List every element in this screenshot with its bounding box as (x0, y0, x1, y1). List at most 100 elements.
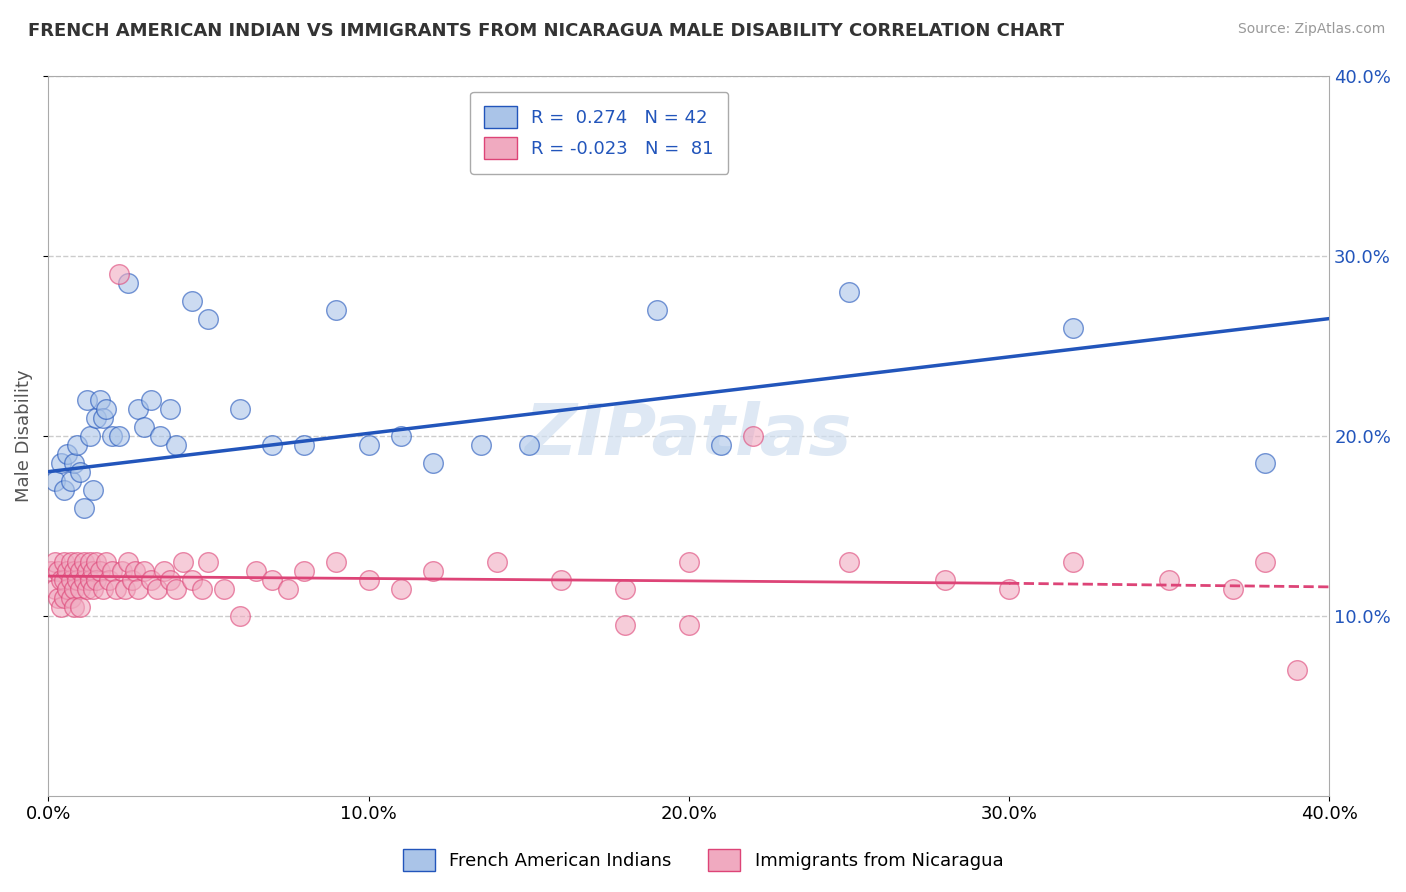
Point (72, 573, 94, 587)
Point (79, 555, 101, 569)
Point (294, 564, 316, 578)
Point (79, 573, 101, 587)
Text: FRENCH AMERICAN INDIAN VS IMMIGRANTS FROM NICARAGUA MALE DISABILITY CORRELATION : FRENCH AMERICAN INDIAN VS IMMIGRANTS FRO… (28, 22, 1064, 40)
Point (134, 419, 156, 434)
Point (229, 401, 252, 416)
Point (357, 573, 380, 587)
Point (181, 293, 204, 308)
Point (63, 599, 86, 614)
Point (98, 573, 121, 587)
Point (294, 437, 316, 451)
Point (82, 582, 104, 596)
Point (104, 582, 127, 596)
Point (53, 555, 76, 569)
Legend: French American Indians, Immigrants from Nicaragua: French American Indians, Immigrants from… (395, 842, 1011, 879)
Point (49, 599, 72, 614)
Point (59, 591, 82, 605)
Point (82, 483, 104, 497)
Point (1254, 555, 1277, 569)
Point (1286, 663, 1309, 677)
Point (91, 582, 114, 596)
Point (63, 564, 86, 578)
Point (49, 456, 72, 470)
Point (72, 555, 94, 569)
Point (159, 401, 181, 416)
Text: Source: ZipAtlas.com: Source: ZipAtlas.com (1237, 22, 1385, 37)
Point (357, 437, 380, 451)
Point (101, 428, 124, 442)
Point (69, 465, 91, 479)
Point (111, 564, 134, 578)
Point (934, 573, 956, 587)
Point (134, 564, 156, 578)
Point (56, 564, 79, 578)
Point (645, 302, 668, 317)
Point (107, 267, 129, 281)
Point (121, 573, 143, 587)
Point (69, 564, 91, 578)
Point (44, 582, 66, 596)
Point (422, 564, 444, 578)
Point (1222, 582, 1244, 596)
Point (53, 591, 76, 605)
Point (56, 582, 79, 596)
Point (114, 582, 136, 596)
Point (485, 555, 508, 569)
Point (56, 447, 79, 461)
Point (86, 410, 108, 425)
Point (159, 573, 181, 587)
Point (139, 392, 162, 407)
Point (741, 428, 763, 442)
Point (59, 573, 82, 587)
Point (191, 582, 214, 596)
Point (117, 555, 139, 569)
Point (1062, 555, 1084, 569)
Point (127, 401, 149, 416)
Point (76, 392, 98, 407)
Point (89, 564, 111, 578)
Point (94, 401, 117, 416)
Point (82, 564, 104, 578)
Point (838, 285, 860, 299)
Point (79, 428, 101, 442)
Point (72, 500, 94, 515)
Point (550, 573, 572, 587)
Point (613, 617, 636, 632)
Point (46, 564, 69, 578)
Point (678, 617, 700, 632)
Point (117, 276, 139, 290)
Point (1254, 456, 1277, 470)
Point (165, 437, 187, 451)
Point (66, 555, 89, 569)
Point (44, 555, 66, 569)
Point (229, 608, 252, 623)
Point (76, 564, 98, 578)
Point (49, 573, 72, 587)
Point (172, 555, 194, 569)
Point (389, 428, 412, 442)
Point (1062, 320, 1084, 334)
Y-axis label: Male Disability: Male Disability (15, 369, 32, 502)
Point (214, 582, 236, 596)
Point (613, 582, 636, 596)
Point (197, 311, 219, 326)
Point (146, 582, 169, 596)
Point (838, 555, 860, 569)
Point (63, 456, 86, 470)
Point (678, 555, 700, 569)
Point (998, 582, 1021, 596)
Point (59, 474, 82, 488)
Point (1159, 573, 1181, 587)
Legend: R =  0.274   N = 42, R = -0.023   N =  81: R = 0.274 N = 42, R = -0.023 N = 81 (470, 92, 728, 174)
Point (165, 582, 187, 596)
Point (181, 573, 204, 587)
Point (94, 555, 117, 569)
Point (149, 428, 172, 442)
Point (53, 573, 76, 587)
Point (710, 437, 733, 451)
Point (46, 591, 69, 605)
Point (69, 582, 91, 596)
Point (86, 573, 108, 587)
Point (139, 573, 162, 587)
Text: ZIPatlas: ZIPatlas (524, 401, 852, 470)
